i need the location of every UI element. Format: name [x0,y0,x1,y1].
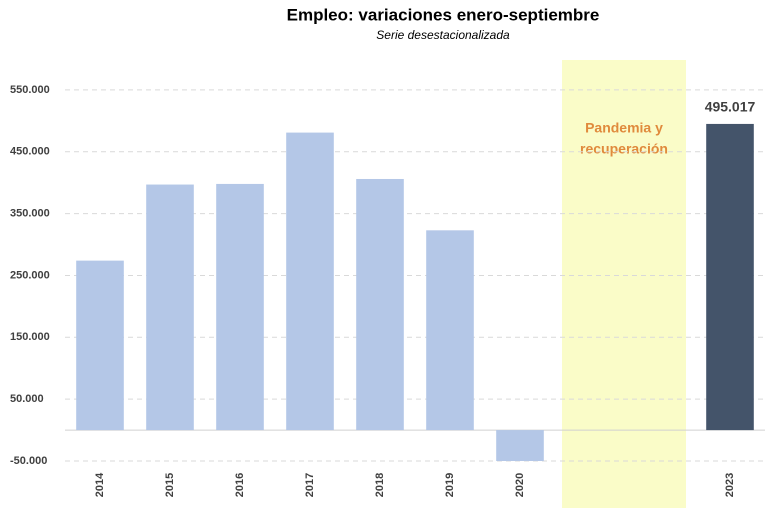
bar [356,178,404,431]
y-tick-label: 250.000 [10,269,50,281]
bar [426,230,474,431]
bar [146,184,194,431]
bar [286,132,334,431]
bar [76,260,124,431]
y-tick-label: 550.000 [10,84,50,96]
y-tick-label: 350.000 [10,208,50,220]
chart-subtitle: Serie desestacionalizada [376,28,510,42]
x-tick-label: 2023 [724,473,736,497]
x-tick-label: 2016 [234,473,246,497]
x-tick-label: 2019 [444,473,456,497]
x-tick-label: 2018 [374,473,386,497]
y-tick-label: 50.000 [10,393,44,405]
highlight-band [562,60,686,508]
chart-title: Empleo: variaciones enero-septiembre [287,5,600,24]
annotation: recuperación [580,141,668,157]
bar [216,183,264,431]
bar [496,430,544,461]
value-label: 495.017 [705,99,756,115]
y-tick-label: 450.000 [10,146,50,158]
y-tick-label: -50.000 [10,455,47,467]
x-tick-label: 2014 [94,472,106,497]
x-tick-label: 2020 [514,473,526,497]
bar [706,123,754,431]
y-tick-label: 150.000 [10,331,50,343]
annotation: Pandemia y [585,120,663,136]
x-tick-label: 2017 [304,473,316,497]
x-tick-label: 2015 [164,473,176,497]
